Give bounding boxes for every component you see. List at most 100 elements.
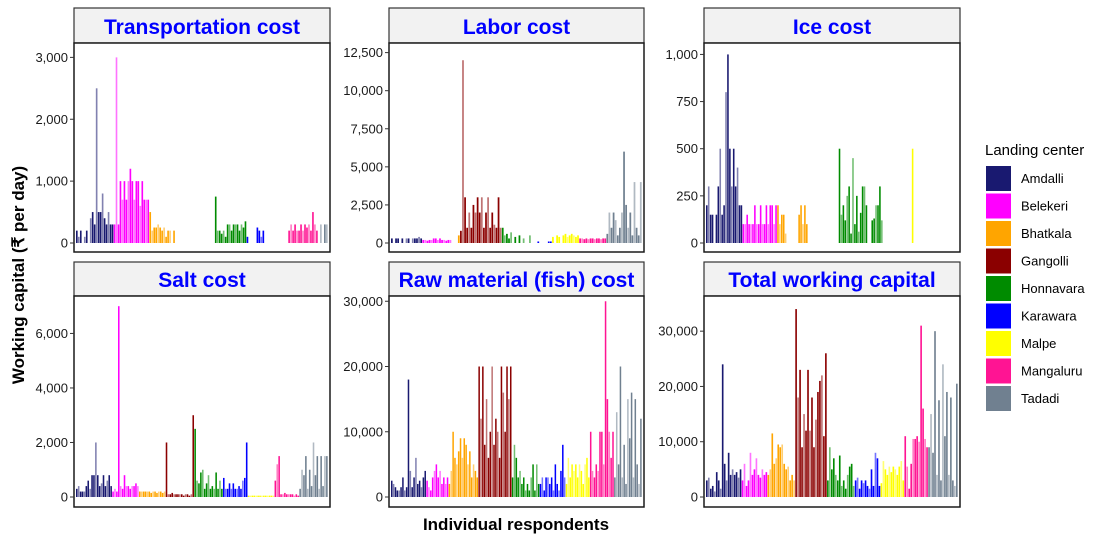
bar-bhatkala (474, 470, 477, 497)
y-tick-label: 1,000 (35, 174, 68, 189)
bar-malpe (568, 235, 571, 243)
y-tick-label: 30,000 (343, 294, 383, 309)
bar-amdalli (407, 379, 410, 497)
bar-amdalli (411, 487, 413, 497)
bar-honnavara (211, 486, 214, 497)
bar-karawara (230, 488, 233, 497)
bar-belekeri (119, 181, 122, 244)
bar-gangolli (502, 392, 505, 497)
bar-gangolli (483, 227, 485, 243)
y-tick-label: 3,000 (35, 50, 68, 65)
bar-belekeri (745, 485, 748, 497)
bar-mangaluru (297, 495, 300, 497)
bar-karawara (874, 452, 877, 497)
bar-belekeri (114, 488, 116, 497)
y-tick-label: 7,500 (350, 121, 383, 136)
bar-amdalli (711, 214, 714, 243)
bar-bhatkala (153, 227, 156, 243)
bar-amdalli (97, 475, 99, 497)
bar-gangolli (192, 415, 195, 497)
legend-swatch (986, 331, 1011, 356)
bar-honnavara (234, 224, 237, 243)
facet-title: Ice cost (793, 16, 871, 39)
bar-belekeri (756, 224, 758, 243)
bar-amdalli (734, 186, 737, 243)
bar-gangolli (815, 419, 817, 497)
bar-bhatkala (773, 463, 776, 497)
bar-malpe (884, 469, 887, 497)
bar-gangolli (466, 227, 469, 243)
bar-malpe (562, 235, 565, 243)
facet-strip (388, 261, 645, 297)
bar-malpe (588, 477, 590, 497)
bar-gangolli (181, 494, 183, 497)
bar-belekeri (133, 486, 135, 497)
bar-honnavara (218, 230, 221, 244)
bar-amdalli (723, 205, 725, 243)
bar-belekeri (129, 488, 132, 497)
bar-belekeri (747, 480, 750, 497)
bar-tadadi (623, 151, 625, 243)
bar-amdalli (76, 488, 78, 497)
bar-karawara (549, 483, 551, 497)
bar-bhatkala (791, 474, 793, 497)
bar-mangaluru (292, 230, 294, 244)
bar-belekeri (763, 474, 766, 497)
bar-mangaluru (314, 224, 316, 243)
bar-honnavara (203, 488, 206, 497)
bar-bhatkala (800, 205, 802, 243)
bar-gangolli (795, 309, 797, 497)
bar-amdalli (409, 470, 412, 497)
bar-bhatkala (793, 480, 795, 497)
bar-karawara (236, 488, 238, 497)
bar-honnavara (534, 490, 536, 497)
bar-belekeri (426, 240, 429, 243)
bar-honnavara (854, 224, 856, 243)
bar-bhatkala (767, 474, 770, 497)
bar-amdalli (77, 486, 80, 497)
y-tick-label: 0 (376, 236, 383, 251)
bar-honnavara (217, 488, 219, 497)
bar-belekeri (430, 490, 432, 497)
bar-amdalli (97, 212, 100, 243)
bar-amdalli (110, 486, 112, 497)
bar-bhatkala (144, 491, 147, 497)
facet-title: Total working capital (728, 269, 935, 292)
panel-salt-cost: Salt cost 0 2,000 4,000 6,000 (35, 261, 331, 508)
bar-amdalli (740, 205, 743, 243)
bar-malpe (567, 457, 570, 497)
bar-honnavara (219, 480, 221, 497)
bar-bhatkala (459, 438, 462, 497)
bar-honnavara (842, 205, 845, 243)
bar-gangolli (167, 494, 170, 497)
bar-tadadi (940, 480, 942, 497)
bar-tadadi (930, 414, 932, 497)
bar-mangaluru (276, 464, 279, 497)
bar-tadadi (316, 456, 319, 497)
bar-mangaluru (293, 495, 296, 497)
bar-tadadi (942, 364, 944, 497)
bar-amdalli (727, 54, 729, 244)
bar-malpe (566, 236, 569, 243)
bar-honnavara (524, 490, 527, 497)
bar-tadadi (634, 399, 637, 497)
legend-label: Bhatkala (1021, 226, 1072, 241)
bar-honnavara (244, 221, 247, 243)
bar-bhatkala (804, 205, 806, 243)
bar-bhatkala (470, 477, 473, 497)
bar-gangolli (805, 430, 807, 497)
legend-swatch (986, 248, 1011, 274)
bar-gangolli (799, 369, 801, 497)
bar-tadadi (938, 400, 940, 497)
bar-tadadi (630, 392, 633, 497)
bar-karawara (539, 483, 542, 497)
bar-gangolli (797, 397, 799, 497)
bar-karawara (541, 477, 544, 497)
bar-amdalli (737, 477, 740, 497)
bar-honnavara (827, 480, 829, 497)
bar-malpe (580, 470, 583, 497)
bar-bhatkala (169, 230, 171, 244)
bar-belekeri (433, 470, 436, 497)
bar-bhatkala (150, 492, 153, 497)
bar-tadadi (946, 391, 948, 497)
